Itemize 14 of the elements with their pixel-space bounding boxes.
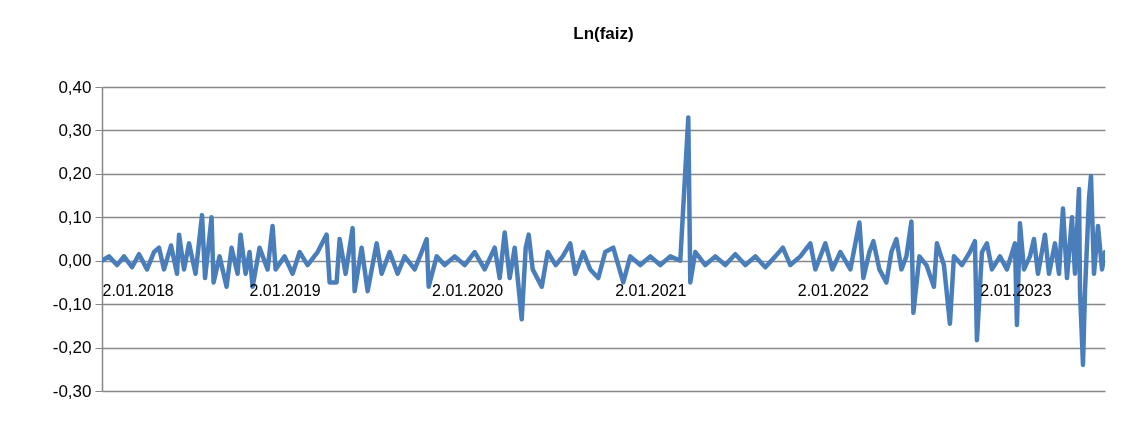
y-tick-label: 0,40	[58, 77, 92, 97]
x-tick-label: 2.01.2022	[797, 282, 870, 300]
x-tick-label: 2.01.2021	[615, 282, 687, 300]
y-tick-label: 0,20	[58, 164, 92, 184]
x-tick-label: 2.01.2018	[102, 282, 174, 300]
y-tick-label: -0,10	[52, 294, 92, 314]
chart-title: Ln(faiz)	[573, 24, 634, 43]
x-tick-label: 2.01.2020	[432, 282, 504, 300]
x-tick-label: 2.01.2019	[249, 282, 321, 300]
y-tick-label: -0,30	[52, 381, 92, 401]
y-tick-label: -0,20	[52, 338, 92, 358]
y-tick-label: 0,10	[58, 207, 92, 227]
y-tick-label: 0,00	[58, 251, 92, 271]
y-tick-label: 0,30	[58, 120, 92, 140]
